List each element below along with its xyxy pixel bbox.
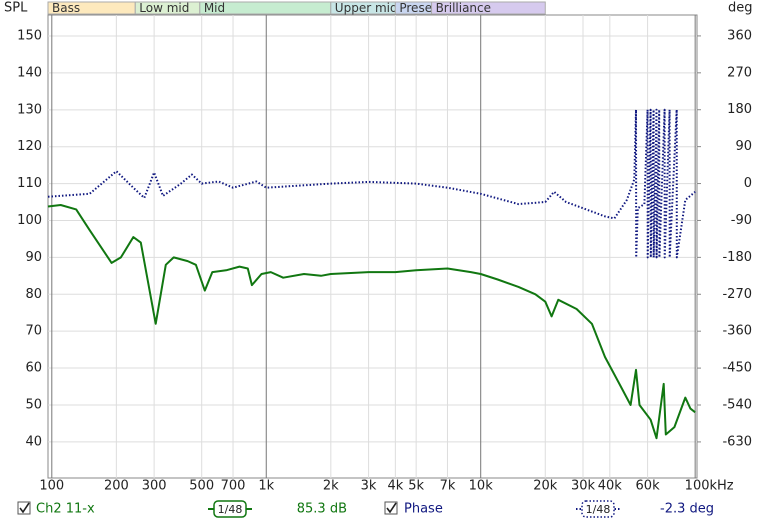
legend-label: Phase (404, 502, 443, 517)
y-tick-label: 60 (25, 361, 42, 376)
y-tick-label: 50 (25, 397, 42, 412)
check (386, 502, 397, 514)
x-tick-label: 700 (221, 479, 246, 494)
y-tick-label: 100 (17, 213, 42, 228)
x-tick-label: 4k (387, 479, 403, 494)
y2-tick-label: 90 (735, 139, 752, 154)
x-tick-label: 200 (104, 479, 129, 494)
x-tick-label: 300 (142, 479, 167, 494)
band (431, 1, 546, 15)
readout: 85.3 dB (297, 502, 347, 517)
y-tick-label: 90 (25, 250, 42, 265)
band-label: Mid (204, 1, 225, 15)
band-label: Brilliance (436, 1, 491, 15)
y2-tick-label: -360 (722, 324, 752, 339)
y2-tick-label: -630 (722, 434, 752, 449)
x-tick-label: 500 (189, 479, 214, 494)
y-tick-label: 40 (25, 434, 42, 449)
y2-tick-label: -270 (722, 287, 752, 302)
y2-tick-label: 270 (727, 65, 752, 80)
band-label: Bass (52, 1, 80, 15)
x-tick-label: 2k (323, 479, 339, 494)
smoothing-box[interactable] (581, 500, 615, 518)
y-tick-label: 80 (25, 287, 42, 302)
band-label: Prese (399, 1, 432, 15)
y-tick-label: 150 (17, 29, 42, 44)
y2-tick-label: -540 (722, 398, 752, 413)
series-line (47, 204, 696, 440)
x-tick-label: 60k (636, 479, 661, 494)
y2-tick-label: 360 (727, 28, 752, 43)
y-axis-title: SPL (4, 1, 28, 16)
x-tick-label: 100kHz (685, 479, 734, 494)
x-tick-label: 100 (39, 479, 64, 494)
y2-tick-label: -180 (722, 250, 752, 265)
y2-tick-label: -450 (722, 361, 752, 376)
y-tick-label: 70 (25, 324, 42, 339)
x-tick-label: 1k (258, 479, 274, 494)
legend: Ch2 11-x 1/48 85.3 dB Phase 1/48 -2.3 de… (17, 500, 714, 518)
y2-tick-label: 180 (727, 102, 752, 117)
x-tick-label: 30k (571, 479, 596, 494)
y2-axis-title: deg (728, 1, 753, 16)
band-label: Low mid (139, 1, 189, 15)
x-tick-label: 7k (440, 479, 456, 494)
x-tick-label: 3k (361, 479, 377, 494)
plot-area (47, 14, 698, 479)
y-tick-label: 120 (17, 139, 42, 154)
x-tick-label: 10k (469, 479, 494, 494)
x-tick-label: 40k (598, 479, 623, 494)
smoothing: 1/48 (218, 503, 243, 516)
smoothing: 1/48 (586, 503, 611, 516)
y-tick-label: 140 (17, 65, 42, 80)
y-tick-label: 130 (17, 102, 42, 117)
x-tick-label: 5k (408, 479, 424, 494)
band-label: Upper mid (335, 1, 398, 15)
legend-label: Ch2 11-x (36, 502, 95, 517)
smoothing-box[interactable] (213, 500, 247, 518)
check (19, 502, 30, 514)
readout: -2.3 deg (660, 502, 714, 517)
x-tick-label: 20k (533, 479, 558, 494)
y-tick-label: 110 (17, 176, 42, 191)
y2-tick-label: 0 (744, 176, 752, 191)
y2-tick-label: -90 (731, 213, 752, 228)
